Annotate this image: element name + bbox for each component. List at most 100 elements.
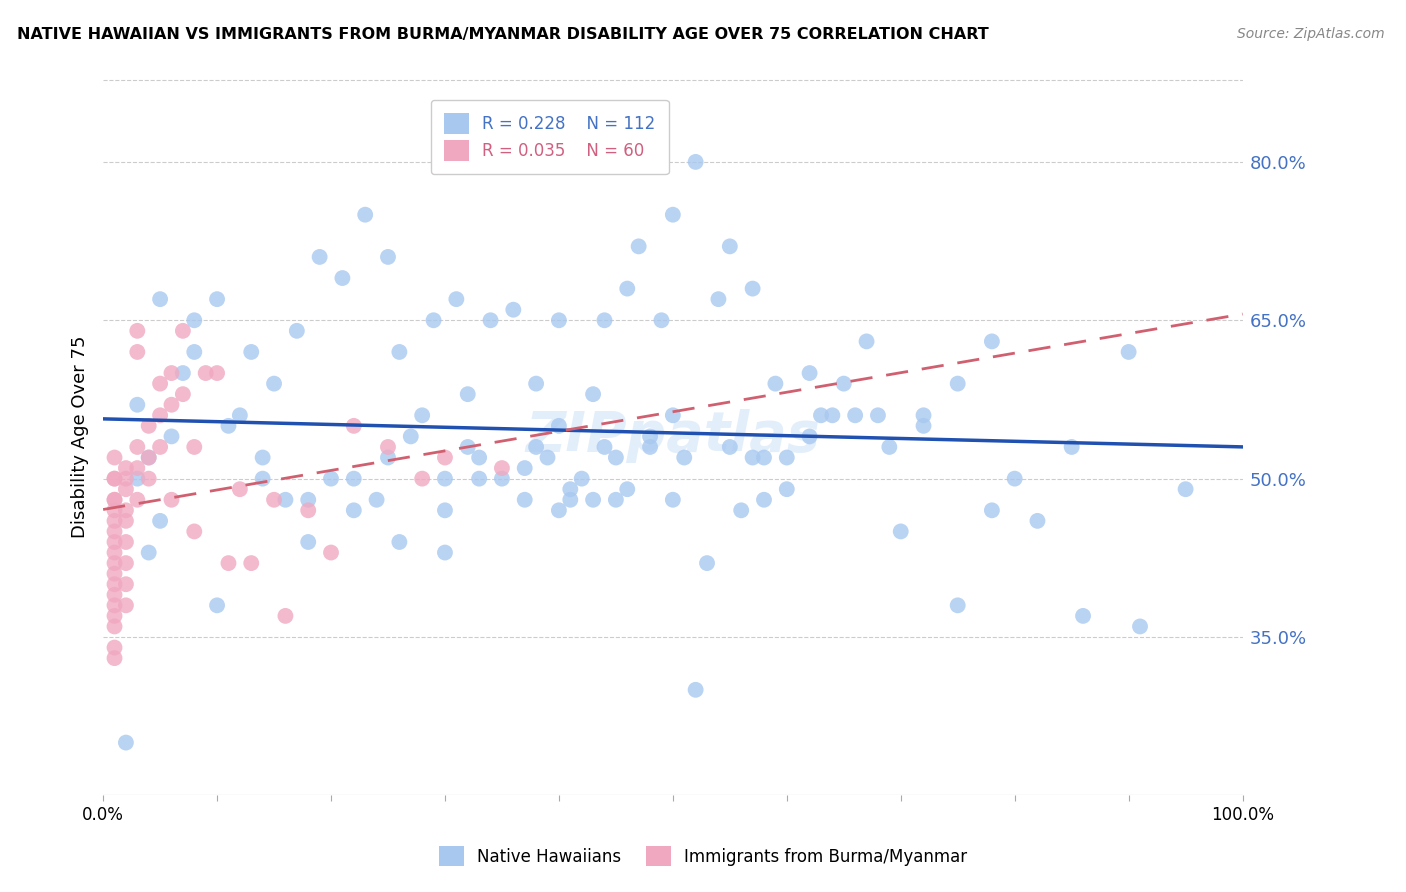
Point [457,440,479,454]
Point [138,418,160,433]
Point [138,450,160,465]
Point [582,492,605,507]
Point [411,472,433,486]
Point [138,472,160,486]
Point [799,429,821,443]
Point [912,418,935,433]
Point [103,545,125,559]
Point [912,409,935,423]
Point [718,239,741,253]
Point [1004,472,1026,486]
Point [411,409,433,423]
Point [149,409,172,423]
Point [479,313,502,327]
Point [149,376,172,391]
Point [536,450,558,465]
Point [1071,608,1094,623]
Point [172,324,194,338]
Point [468,472,491,486]
Point [240,345,263,359]
Text: ZIPpatlas: ZIPpatlas [526,409,820,464]
Point [890,524,912,539]
Point [297,535,319,549]
Point [866,409,889,423]
Point [616,482,638,496]
Point [707,292,730,306]
Point [377,250,399,264]
Point [422,313,444,327]
Point [343,503,366,517]
Point [752,450,775,465]
Point [662,492,685,507]
Point [343,418,366,433]
Point [138,545,160,559]
Point [638,429,661,443]
Point [582,387,605,401]
Point [160,429,183,443]
Point [638,440,661,454]
Point [524,376,547,391]
Point [127,440,149,454]
Point [718,440,741,454]
Legend: Native Hawaiians, Immigrants from Burma/Myanmar: Native Hawaiians, Immigrants from Burma/… [430,838,976,875]
Point [274,492,297,507]
Point [183,345,205,359]
Point [799,366,821,380]
Point [103,524,125,539]
Point [127,461,149,475]
Point [103,577,125,591]
Point [844,409,866,423]
Point [285,324,308,338]
Point [103,472,125,486]
Point [103,556,125,570]
Point [115,599,138,613]
Point [138,450,160,465]
Point [103,450,125,465]
Point [205,292,228,306]
Point [103,535,125,549]
Point [650,313,672,327]
Point [946,599,969,613]
Point [160,366,183,380]
Point [263,376,285,391]
Point [103,619,125,633]
Point [763,376,786,391]
Point [879,440,901,454]
Point [605,450,627,465]
Point [696,556,718,570]
Point [1026,514,1049,528]
Point [605,492,627,507]
Point [548,418,571,433]
Point [274,608,297,623]
Point [115,461,138,475]
Point [468,450,491,465]
Point [332,271,354,285]
Point [103,588,125,602]
Point [502,302,524,317]
Point [662,208,685,222]
Point [548,503,571,517]
Point [149,440,172,454]
Point [115,535,138,549]
Point [433,472,456,486]
Point [205,599,228,613]
Text: NATIVE HAWAIIAN VS IMMIGRANTS FROM BURMA/MYANMAR DISABILITY AGE OVER 75 CORRELAT: NATIVE HAWAIIAN VS IMMIGRANTS FROM BURMA… [17,27,988,42]
Point [1118,345,1140,359]
Point [1129,619,1152,633]
Point [388,535,411,549]
Point [741,282,763,296]
Point [149,292,172,306]
Point [560,482,582,496]
Point [149,514,172,528]
Point [127,492,149,507]
Y-axis label: Disability Age Over 75: Disability Age Over 75 [72,335,89,538]
Point [229,409,252,423]
Point [115,514,138,528]
Point [115,577,138,591]
Point [115,482,138,496]
Point [741,450,763,465]
Point [217,418,239,433]
Point [491,472,513,486]
Point [308,250,330,264]
Point [752,492,775,507]
